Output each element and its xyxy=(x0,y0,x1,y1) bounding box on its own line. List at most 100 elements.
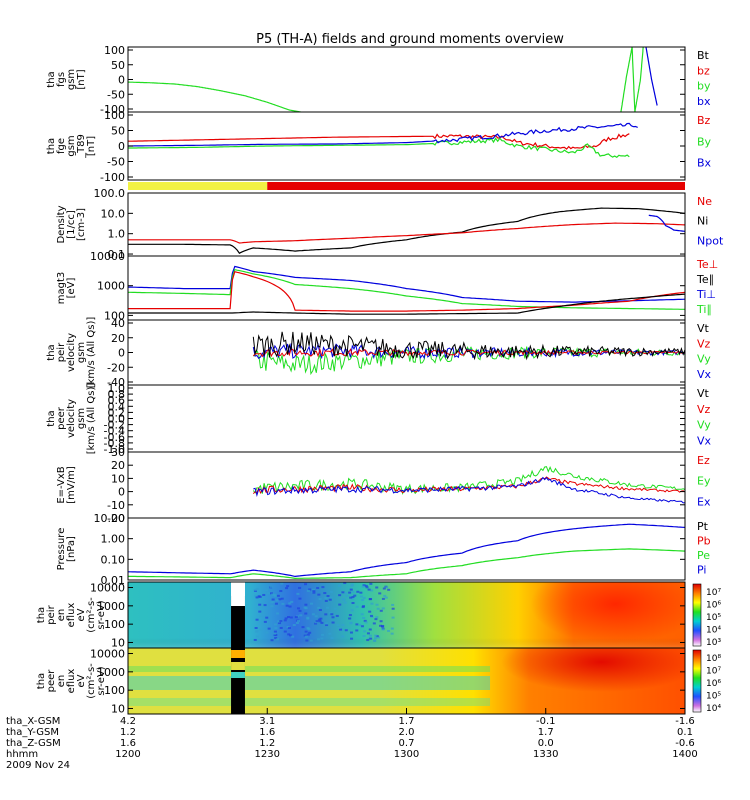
y-tick-label: 100 xyxy=(104,109,125,122)
y-tick-label: 1000 xyxy=(97,600,125,613)
y-tick-label: 100 xyxy=(104,618,125,631)
y-axis-label: eV xyxy=(76,608,87,621)
legend-entry: Vt xyxy=(697,387,710,400)
legend-entry: Ex xyxy=(697,495,711,508)
y-axis-label: (cm²-s- xyxy=(86,663,97,699)
data-gap-block xyxy=(231,650,245,658)
x-row-value: 1.2 xyxy=(120,727,136,738)
colorbar-tick-label: 10³ xyxy=(706,638,721,648)
series-group xyxy=(252,466,685,504)
legend-entry: Ti⊥ xyxy=(696,288,716,301)
series-line-peir-3 xyxy=(252,331,685,361)
colorbar-tick-label: 10⁵ xyxy=(706,692,721,702)
y-axis-label: tha xyxy=(36,607,47,623)
y-tick-label: 20 xyxy=(111,459,125,472)
y-tick-label: 0.6 xyxy=(108,394,126,407)
spectrogram-band xyxy=(128,698,491,706)
y-tick-label: 50 xyxy=(111,59,125,72)
series-group xyxy=(252,331,685,376)
series-line-fgs-0 xyxy=(128,81,301,112)
y-axis-label: peer xyxy=(46,669,57,693)
series-line-density-0 xyxy=(128,207,685,254)
legend-entry: Vx xyxy=(697,434,712,447)
y-tick-label: 30 xyxy=(111,446,125,459)
y-tick-label: 10000 xyxy=(90,582,125,595)
y-axis-label: velocity xyxy=(66,333,77,372)
colorbar-tick-label: 10⁸ xyxy=(706,654,721,664)
y-axis-label: [1/cc] xyxy=(66,210,77,239)
y-tick-label: -40 xyxy=(107,376,125,389)
y-tick-label: -20 xyxy=(107,512,125,525)
data-gap-block xyxy=(231,662,245,670)
legend-entry: Bx xyxy=(697,157,712,170)
colorbar-tick-label: 10⁷ xyxy=(706,667,721,677)
colorbar xyxy=(692,583,702,647)
y-tick-label: 0.1 xyxy=(108,248,126,261)
x-row-value: 1230 xyxy=(255,749,280,760)
y-axis-label: tha xyxy=(46,410,57,426)
y-axis-label: Pressure xyxy=(56,528,67,571)
legend-entry: Pt xyxy=(697,520,709,533)
legend-entry: Te⊥ xyxy=(696,258,718,271)
legend-entry: Vx xyxy=(697,368,712,381)
y-tick-label: 0 xyxy=(118,347,125,360)
colorbar-tick-label: 10⁶ xyxy=(706,601,721,611)
y-tick-label: 100 xyxy=(104,44,125,57)
y-tick-label: -50 xyxy=(107,88,125,101)
y-tick-label: 100.0 xyxy=(94,187,126,200)
legend-entry: Vz xyxy=(697,403,711,416)
y-tick-label: 100 xyxy=(104,684,125,697)
legend-entry: Npot xyxy=(697,234,724,247)
spectrogram-hot xyxy=(501,648,685,692)
panel-peer: 1.00.80.60.40.20.0-0.2-0.4-0.6-0.8-1.0 th… xyxy=(46,382,712,456)
x-row-label: tha_X-GSM xyxy=(6,716,60,727)
date-label: 2009 Nov 24 xyxy=(6,760,70,771)
y-tick-label: 0 xyxy=(118,74,125,87)
legend-entry: Bz xyxy=(697,114,711,127)
series-line-efield-1 xyxy=(252,476,685,494)
x-row-value: 1.6 xyxy=(120,738,136,749)
x-row-value: 1.7 xyxy=(399,716,415,727)
panel-frame xyxy=(127,451,686,519)
colorbar-tick-label: 10⁴ xyxy=(706,626,721,636)
series-line-density-1 xyxy=(128,222,685,244)
mode-segment xyxy=(267,182,685,190)
y-tick-label: 10.00 xyxy=(94,512,126,525)
y-axis-label: en xyxy=(56,675,67,688)
y-axis-label: [nT] xyxy=(86,136,97,156)
panel-density: 100.0 10.0 1.0 0.1 Density [1/cc] [cm-3] Ne Ni Np… xyxy=(56,187,724,261)
x-row-value: 2.0 xyxy=(399,727,415,738)
panel-frame xyxy=(127,192,686,257)
colorbar-tick-label: 10⁷ xyxy=(706,588,721,598)
legend-entry: bx xyxy=(697,95,711,108)
y-tick-label: -50 xyxy=(107,156,125,169)
y-axis-label: [km/s (All Qs)] xyxy=(86,317,97,389)
legend-entry: by xyxy=(697,80,711,93)
series-line-pressure-1 xyxy=(128,548,685,580)
spectrogram-shade xyxy=(128,582,685,648)
series-line-efield-2 xyxy=(253,476,685,504)
y-axis-label: eflux xyxy=(66,669,77,694)
y-tick-label: 1.00 xyxy=(101,533,126,546)
y-tick-label: 0.01 xyxy=(101,574,126,587)
y-tick-label: 100 xyxy=(104,309,125,322)
x-row-value: 1.2 xyxy=(259,738,275,749)
y-axis-label: tha xyxy=(46,71,57,87)
series-line-fgs-2 xyxy=(645,47,658,106)
y-tick-label: 1.0 xyxy=(108,228,126,241)
x-row-label: hhmm xyxy=(6,749,38,760)
spectrogram xyxy=(128,648,685,714)
y-tick-label: -100 xyxy=(100,103,125,116)
x-row-value: 0.0 xyxy=(538,738,554,749)
panel-frame xyxy=(127,517,686,581)
series-line-temperature-0 xyxy=(128,265,685,303)
x-row-value: 3.1 xyxy=(259,716,275,727)
legend-entry: bz xyxy=(697,64,710,77)
y-tick-label: -0.8 xyxy=(104,437,125,450)
series-line-fge-0 xyxy=(128,133,630,150)
series-line-density-2 xyxy=(648,214,685,232)
y-tick-label: 0 xyxy=(118,486,125,499)
x-row-value: 0.7 xyxy=(399,738,415,749)
